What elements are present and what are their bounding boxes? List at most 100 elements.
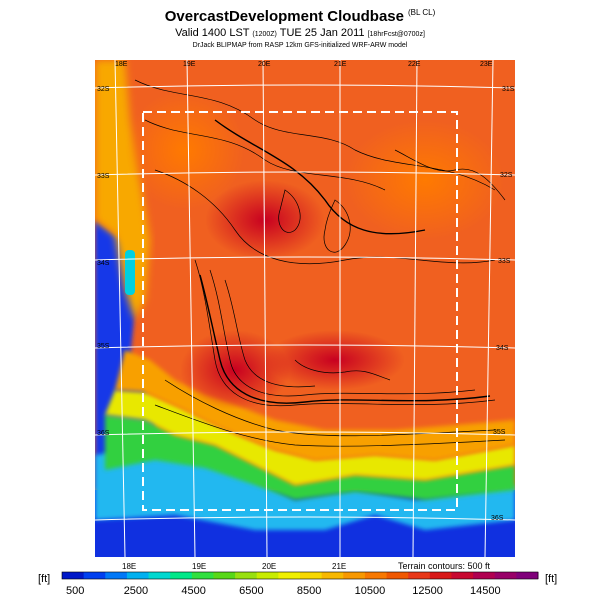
lake-spot: [125, 250, 135, 295]
grid-line: [484, 60, 494, 557]
west-strip: [95, 60, 150, 320]
cloudbase-map: 18E 19E 20E 21E 22E 23E 31S 32S 33S 34S …: [95, 60, 515, 557]
lon-label-bottom: 20E: [262, 562, 276, 571]
lat-label: 33S: [498, 258, 511, 265]
terrain-contours-bold: [199, 119, 491, 404]
lat-label: 34S: [496, 345, 509, 352]
grid-line: [186, 60, 196, 557]
colorbar-swatch: [213, 572, 236, 579]
contour-line: [224, 279, 316, 388]
lat-label: 35S: [493, 429, 506, 436]
grid-line: [95, 344, 515, 349]
colorbar-tick-labels: 500 2500 4500 6500 8500 10500 12500 14500: [66, 585, 501, 597]
contour-line: [394, 149, 506, 201]
lon-label: 23E: [480, 61, 493, 68]
contour-line: [323, 199, 351, 253]
colorbar-tick-label: 2500: [124, 585, 148, 597]
lat-label: 35S: [97, 343, 110, 350]
lon-label: 19E: [183, 61, 196, 68]
colorbar-tick-label: 6500: [239, 585, 263, 597]
colorbar-swatch: [170, 572, 193, 579]
colorbar-swatch: [408, 572, 431, 579]
colorbar-swatch: [473, 572, 496, 579]
grid-line: [114, 60, 126, 557]
contour-line: [154, 404, 506, 447]
lat-label: 32S: [500, 172, 513, 179]
colorbar-unit-right: [ft]: [545, 573, 557, 585]
contour-line: [294, 359, 391, 381]
colorbar-swatch: [451, 572, 474, 579]
contour-line: [278, 189, 301, 233]
grid-line: [262, 60, 268, 557]
contour-line: [209, 269, 476, 397]
grid-line: [95, 171, 515, 176]
lat-label: 33S: [97, 173, 110, 180]
colorbar-tick-label: 14500: [470, 585, 501, 597]
colorbar-swatch: [148, 572, 171, 579]
contour-line: [154, 169, 496, 265]
hot-region-1: [180, 330, 290, 410]
colorbar-swatch: [429, 572, 452, 579]
colorbar-swatch: [321, 572, 344, 579]
contour-line: [144, 119, 386, 191]
colorbar-swatch: [516, 572, 539, 579]
colorbar-swatch: [494, 572, 517, 579]
lat-lon-grid: [95, 60, 515, 557]
grid-line: [412, 60, 418, 557]
valid-time: Valid 1400 LST (1200Z) TUE 25 Jan 2011 […: [175, 27, 425, 39]
grid-line: [95, 516, 515, 521]
terrain-contours: [134, 79, 506, 447]
contour-line-bold: [199, 274, 491, 404]
lon-label-bottom: 19E: [192, 562, 206, 571]
lon-labels-top: 18E 19E 20E 21E 22E 23E: [115, 61, 493, 68]
lon-label: 21E: [334, 61, 347, 68]
colorbar-tick-label: 500: [66, 585, 84, 597]
colorbar-swatch: [83, 572, 106, 579]
warm-region-1: [345, 120, 505, 240]
colorbar-swatch: [62, 572, 85, 579]
map-title: OvercastDevelopment Cloudbase (BL CL): [164, 8, 436, 25]
lat-label: 36S: [491, 515, 504, 522]
colorbar-tick-label: 10500: [355, 585, 386, 597]
grid-line: [95, 256, 515, 261]
grid-line: [95, 431, 515, 436]
inner-domain-box: [142, 111, 458, 511]
colorbar-swatch: [126, 572, 150, 579]
lon-label: 22E: [408, 61, 421, 68]
colorbar-swatch: [235, 572, 258, 579]
colorbar-swatch: [256, 572, 279, 579]
hot-region-2: [265, 330, 405, 390]
colorbar-unit-left: [ft]: [38, 573, 50, 585]
model-credit: DrJack BLIPMAP from RASP 12km GFS-initia…: [192, 42, 408, 49]
colorbar-swatch: [278, 572, 301, 579]
colorbar-swatch: [343, 572, 366, 579]
lat-label: 32S: [97, 86, 110, 93]
contour-line: [134, 79, 496, 191]
lon-label-bottom: 18E: [122, 562, 136, 571]
colorbar: [61, 571, 539, 580]
colorbar-swatch: [191, 572, 214, 579]
colorbar-frame: [61, 571, 539, 580]
lat-label: 34S: [97, 260, 110, 267]
colorbar-tick-label: 8500: [297, 585, 321, 597]
contour-line: [194, 259, 496, 407]
coast-green: [105, 415, 515, 500]
grid-line: [95, 84, 515, 89]
lat-labels-right: 31S 32S 33S 34S 35S 36S: [491, 86, 515, 522]
coast-yellow: [105, 390, 515, 485]
lat-label: 36S: [97, 430, 110, 437]
colorbar-swatch: [105, 572, 128, 579]
lon-label: 20E: [258, 61, 271, 68]
lon-label-bottom: 21E: [332, 562, 346, 571]
contour-line-bold: [214, 119, 426, 235]
colorbar-swatch: [364, 572, 388, 579]
colorbar-swatch: [300, 572, 323, 579]
lat-label: 31S: [502, 86, 515, 93]
lat-labels-left: 32S 33S 34S 35S 36S: [97, 86, 110, 437]
colorbar-swatch: [386, 572, 409, 579]
lon-label: 18E: [115, 61, 128, 68]
colorbar-tick-label: 4500: [181, 585, 205, 597]
title-tag: (BL CL): [407, 8, 436, 17]
contour-line: [164, 379, 496, 437]
terrain-note: Terrain contours: 500 ft: [398, 561, 491, 571]
